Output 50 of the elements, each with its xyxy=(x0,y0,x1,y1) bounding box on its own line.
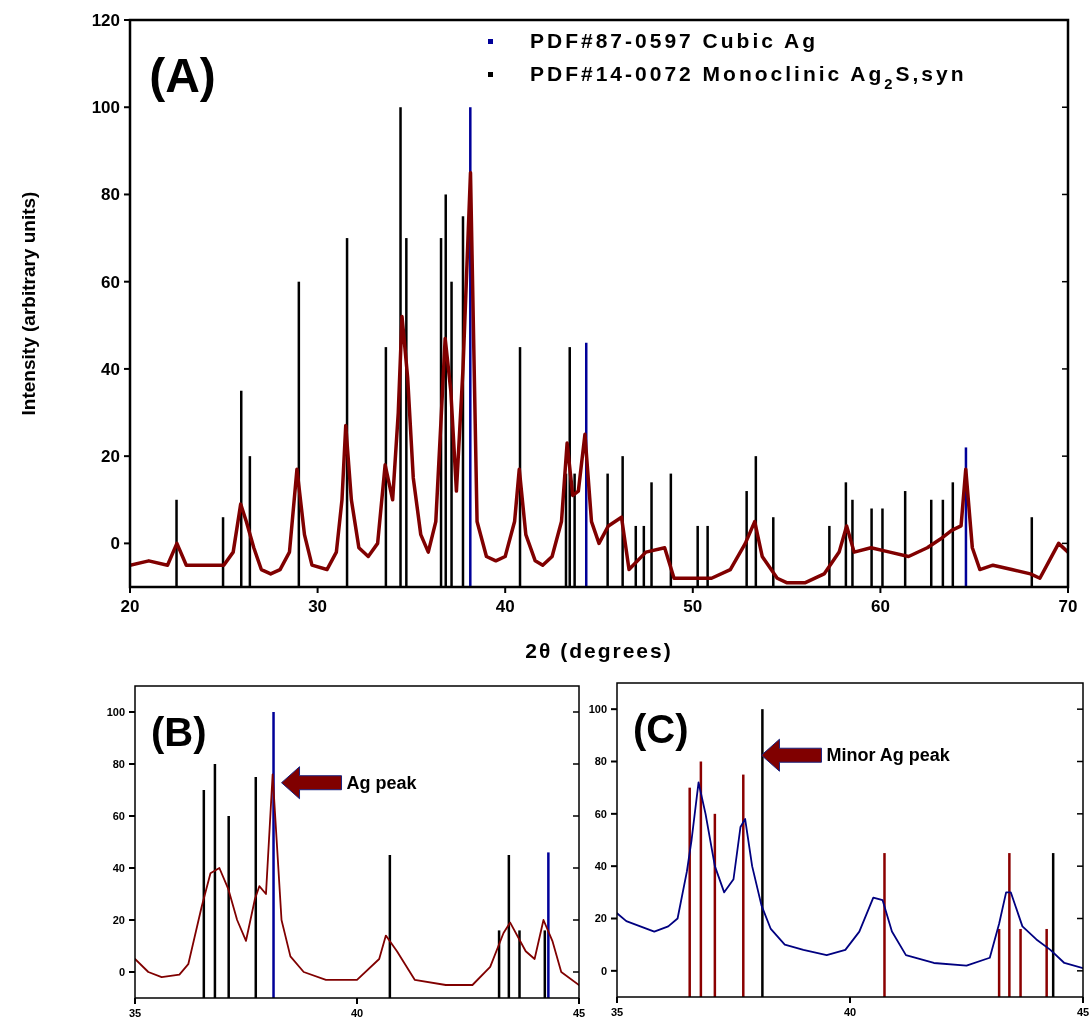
x-tick-label: 35 xyxy=(128,1007,142,1019)
annotation: (A) xyxy=(149,49,216,102)
y-axis-title: Intensity (arbitrary units) xyxy=(18,191,39,416)
x-tick-label: 45 xyxy=(1076,1006,1090,1018)
y-tick-label: 60 xyxy=(112,809,125,822)
y-tick-label: 120 xyxy=(91,10,120,30)
x-tick-label: 60 xyxy=(870,597,890,616)
bar xyxy=(272,712,275,998)
annotation: Minor Ag peak xyxy=(826,745,951,766)
bar xyxy=(1045,928,1048,997)
bar xyxy=(742,774,745,997)
bar xyxy=(1008,853,1011,997)
line-series xyxy=(130,170,1068,585)
annotation: (C) xyxy=(633,707,689,751)
x-tick-label: 40 xyxy=(350,1007,364,1019)
x-tick-label: 40 xyxy=(495,597,515,616)
y-tick-label: 0 xyxy=(600,964,607,977)
y-tick-label: 20 xyxy=(594,912,607,925)
x-tick-label: 45 xyxy=(572,1007,586,1019)
y-tick-label: 40 xyxy=(594,860,607,873)
bar xyxy=(1019,928,1022,997)
x-tick-label: 35 xyxy=(610,1006,624,1018)
y-tick-label: 100 xyxy=(588,703,607,716)
bar xyxy=(688,787,691,997)
bar xyxy=(883,853,886,997)
y-tick-label: 40 xyxy=(101,359,120,379)
y-tick-label: 40 xyxy=(112,861,125,874)
bar xyxy=(547,852,550,998)
y-tick-label: 60 xyxy=(101,272,120,292)
y-tick-label: 80 xyxy=(594,755,607,768)
y-tick-label: 60 xyxy=(594,807,607,820)
y-tick-label: 100 xyxy=(91,98,120,118)
x-tick-label: 40 xyxy=(843,1006,857,1018)
y-tick-label: 20 xyxy=(112,913,125,926)
x-tick-label: 50 xyxy=(683,597,703,616)
x-axis-title: 2θ (degrees) xyxy=(525,638,673,662)
x-tick-label: 30 xyxy=(308,597,328,616)
line-series xyxy=(135,773,579,986)
annotation: Ag peak xyxy=(346,772,418,793)
y-tick-label: 80 xyxy=(112,757,125,770)
annotation: (B) xyxy=(151,710,207,754)
y-tick-label: 0 xyxy=(118,965,125,978)
y-tick-label: 0 xyxy=(110,534,120,554)
y-tick-label: 80 xyxy=(101,185,120,205)
legend-label: PDF#14-0072 Monoclinic Ag$_{2}$S,syn xyxy=(530,62,967,92)
x-tick-label: 70 xyxy=(1058,597,1078,616)
legend-label: PDF#87-0597 Cubic Ag xyxy=(530,29,818,52)
y-tick-label: 20 xyxy=(101,447,120,467)
line-series xyxy=(617,781,1083,970)
y-tick-label: 100 xyxy=(106,705,125,718)
